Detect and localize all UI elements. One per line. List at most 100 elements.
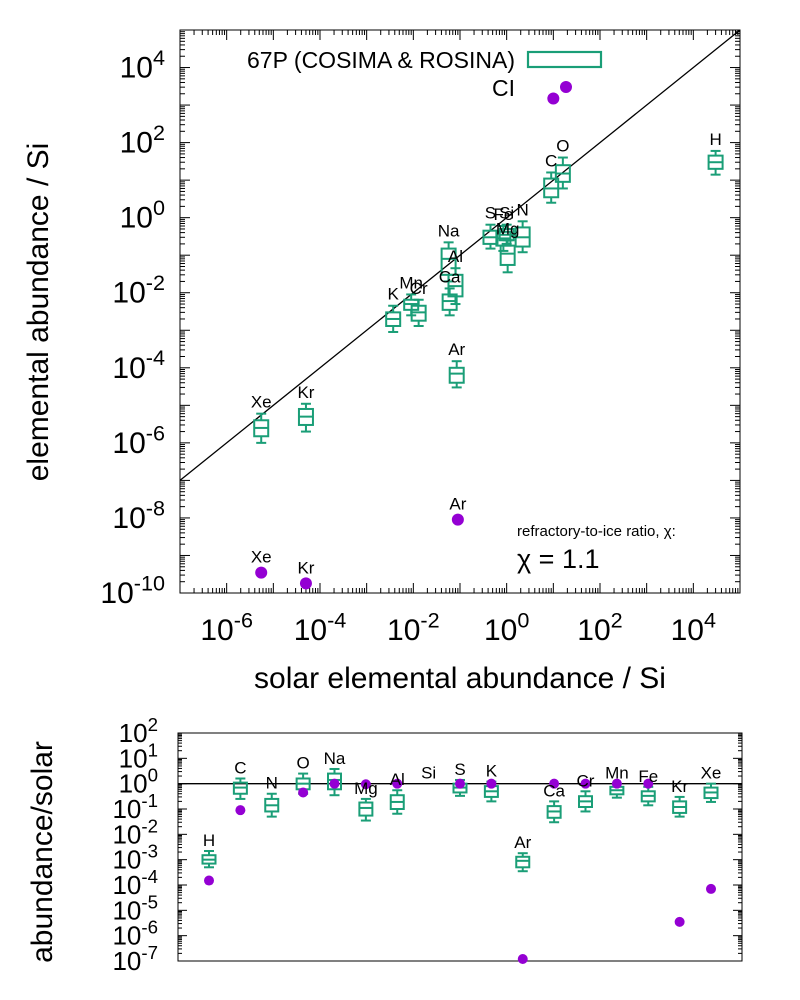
category-label-kr: Kr	[671, 777, 688, 796]
x-tick-label: 104	[671, 607, 716, 647]
ci-point	[255, 566, 268, 579]
y-tick-label: 10-8	[112, 495, 165, 535]
element-label-kr: Kr	[297, 383, 314, 402]
comet-box-h	[201, 849, 217, 869]
comet-box-na	[327, 767, 342, 797]
element-label-k: K	[388, 285, 400, 304]
comet-box-ar	[448, 360, 465, 389]
x-tick-label: 10-2	[387, 607, 440, 647]
comet-box-kr	[672, 795, 688, 818]
category-label-k: K	[486, 762, 498, 781]
category-label-si: Si	[421, 764, 436, 783]
legend-ci-swatch	[560, 81, 572, 93]
ci-point-kr	[674, 916, 685, 927]
category-label-c: C	[234, 758, 246, 777]
comet-box-s	[482, 223, 499, 250]
y-tick-label: 100	[120, 195, 165, 235]
y-tick-label: 102	[120, 120, 165, 160]
element-label-c: C	[545, 151, 557, 170]
y-tick-label: 10-6	[112, 420, 165, 460]
ci-label-xe: Xe	[251, 548, 272, 567]
ci-point-na	[329, 778, 340, 789]
top-y-axis-title: elemental abundance / Si	[22, 143, 55, 482]
legend-ci-label: CI	[492, 75, 515, 101]
comet-box-mn	[403, 293, 420, 317]
element-label-mg: Mg	[496, 219, 520, 238]
ci-point-ca	[549, 778, 560, 789]
top-ticks: 10-6 10-4 10-2 100 102 104 10-10 10-8 10-6 10-4 10…	[100, 30, 740, 647]
category-label-fe: Fe	[638, 767, 658, 786]
comet-box-mg	[499, 239, 516, 274]
x-tick-label: 102	[577, 607, 622, 647]
ci-label-ar: Ar	[449, 495, 466, 514]
comet-box-cr	[578, 790, 593, 813]
comet-box-ca	[546, 800, 562, 824]
y-tick-label: 10-1	[112, 790, 158, 824]
y-tick-label: 10-3	[112, 841, 158, 875]
comet-box-n	[264, 792, 280, 818]
y-tick-label: 101	[119, 739, 158, 773]
element-label-si: Si	[499, 204, 514, 223]
ci-point-mg	[360, 779, 371, 790]
annotation-line1: refractory-to-ice ratio, χ:	[517, 523, 676, 540]
element-label-ca: Ca	[439, 267, 461, 286]
y-tick-label: 100	[119, 765, 158, 799]
comet-box-k	[385, 304, 402, 333]
box	[441, 293, 458, 311]
element-label-n: N	[517, 200, 529, 219]
element-label-al: Al	[448, 247, 463, 266]
comet-box-kr	[297, 402, 314, 433]
element-label-xe: Xe	[251, 393, 272, 412]
comet-box-xe	[253, 412, 270, 444]
top-x-axis-title: solar elemental abundance / Si	[254, 662, 666, 695]
comet-box-al	[389, 789, 405, 815]
element-label-mn: Mn	[399, 273, 423, 292]
annotation-line2: χ = 1.1	[517, 544, 599, 574]
comet-box-fe	[640, 785, 656, 807]
comet-box-mg	[358, 797, 374, 822]
element-label-cr: Cr	[410, 279, 428, 298]
comet-box-h	[707, 149, 724, 176]
element-label-s: S	[485, 204, 496, 223]
box	[327, 772, 342, 791]
comet-box-c	[232, 777, 248, 800]
bottom-element-labels: H C NO Na Mg Al Si S K Ar Ca Cr Mn Fe Kr Xe	[203, 749, 722, 852]
box	[448, 366, 465, 384]
ci-point-cr	[580, 778, 591, 789]
ci-point-xe	[706, 883, 716, 894]
comet-box-n	[514, 220, 531, 254]
category-label-xe: Xe	[701, 764, 722, 783]
ci-point-s	[455, 778, 465, 789]
bottom-plot-frame	[177, 732, 743, 962]
bottom-y-axis-title: abundance/solar	[26, 741, 59, 963]
ci-label-kr: Kr	[297, 558, 314, 577]
category-label-al: Al	[390, 770, 405, 789]
ci-point-mn	[611, 778, 622, 789]
y-tick-label: 10-10	[100, 570, 165, 610]
y-tick-label: 10-6	[112, 917, 158, 951]
y-tick-label: 10-4	[112, 866, 158, 900]
element-label-h: H	[709, 130, 721, 149]
y-tick-label: 10-7	[112, 942, 158, 976]
ci-point	[299, 577, 312, 590]
category-label-n: N	[266, 774, 278, 793]
one-to-one-line	[179, 29, 741, 481]
legend-comet-swatch	[526, 50, 603, 69]
comet-box-o	[554, 156, 571, 190]
y-tick-label: 104	[120, 45, 165, 85]
comet-box-ar	[515, 852, 531, 873]
ci-point-al	[392, 778, 403, 789]
ci-point-k	[486, 778, 497, 789]
ci-point	[547, 92, 560, 105]
top-comet-series	[253, 149, 724, 444]
bottom-ci-series	[204, 778, 716, 964]
y-tick-label: 102	[119, 714, 158, 748]
element-label-fe: Fe	[493, 205, 513, 224]
comet-box-xe	[703, 782, 719, 803]
comet-box-ca	[441, 287, 458, 317]
category-label-h: H	[203, 831, 215, 850]
